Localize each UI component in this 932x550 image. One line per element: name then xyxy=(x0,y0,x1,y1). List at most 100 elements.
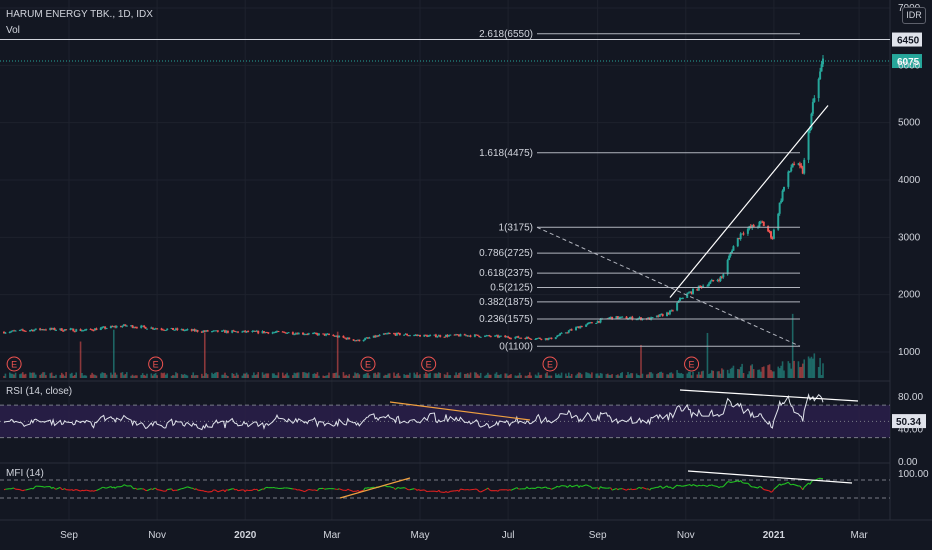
mfi-segment xyxy=(314,489,317,491)
mfi-segment xyxy=(701,484,704,487)
volume-bar xyxy=(495,372,498,378)
volume-bar xyxy=(205,373,208,378)
volume-bar xyxy=(699,374,702,378)
pane-dividers xyxy=(0,0,932,521)
mfi-segment xyxy=(25,488,31,491)
volume-bar xyxy=(524,375,527,378)
volume-bar xyxy=(196,375,199,378)
candle xyxy=(109,326,112,329)
candle xyxy=(469,335,472,337)
mfi-segment xyxy=(308,488,314,491)
candle xyxy=(397,332,400,334)
candle xyxy=(257,330,260,334)
volume-bar xyxy=(166,373,169,378)
volume-bar xyxy=(549,375,551,378)
candle xyxy=(11,330,14,332)
candle xyxy=(186,329,189,331)
volume-bar xyxy=(819,357,821,378)
trendline-drawings[interactable]: 6450 6075 xyxy=(0,32,922,298)
mfi-segment xyxy=(399,487,405,489)
candle xyxy=(226,330,229,333)
candle xyxy=(741,233,744,235)
time-tick-label: May xyxy=(411,530,430,541)
volume-bar xyxy=(318,375,320,378)
volume-bar xyxy=(752,369,755,378)
fib-level-label: 0.5(2125) xyxy=(490,283,533,294)
mfi-segment xyxy=(445,491,448,493)
candle xyxy=(476,334,479,336)
volume-bar xyxy=(409,372,411,378)
mfi-segment xyxy=(515,487,518,489)
mfi-segment xyxy=(416,489,419,491)
candle xyxy=(222,330,225,332)
volume-bar xyxy=(485,374,488,378)
candle xyxy=(141,325,144,327)
candle xyxy=(455,334,458,336)
volume-bar xyxy=(30,372,33,378)
volume-bar xyxy=(202,375,205,378)
mfi-segment xyxy=(172,489,175,492)
mfi-segment xyxy=(185,486,188,488)
fibonacci-retracement[interactable]: 0(1100) 0.236(1575) 0.382(1875) 0.5(2125) 0.… xyxy=(479,29,801,352)
volume-bar xyxy=(302,372,304,378)
mfi-segment xyxy=(205,490,208,493)
volume-bar xyxy=(214,372,216,378)
candle xyxy=(707,283,710,286)
volume-bar xyxy=(741,363,743,378)
volume-bar xyxy=(89,374,92,378)
volume-bar xyxy=(34,374,37,378)
mfi-segment xyxy=(771,489,775,492)
volume-bar xyxy=(738,369,741,378)
candle xyxy=(423,334,426,337)
candle xyxy=(265,332,268,334)
candle xyxy=(104,326,107,329)
candle xyxy=(374,335,377,338)
fib-diagonal xyxy=(536,226,801,347)
candle xyxy=(793,163,796,165)
candle xyxy=(668,310,671,315)
candle xyxy=(69,328,72,330)
mfi-segment xyxy=(112,486,115,489)
volume-bar xyxy=(445,374,447,378)
candle xyxy=(731,250,733,253)
volume-bar xyxy=(123,375,125,378)
volume-bar xyxy=(180,374,183,378)
currency-badge[interactable]: IDR xyxy=(902,7,926,24)
candle xyxy=(232,330,235,332)
volume-bar xyxy=(186,375,189,378)
candle xyxy=(306,334,309,336)
candle xyxy=(44,329,47,331)
volume-bar xyxy=(761,367,764,378)
volume-bar xyxy=(708,374,710,378)
volume-bar xyxy=(172,375,174,378)
earnings-marker-label: E xyxy=(689,360,695,370)
volume-bar xyxy=(255,374,258,378)
mfi-segment xyxy=(636,487,639,490)
volume-bar xyxy=(800,366,803,378)
candle xyxy=(537,337,540,339)
mfi-segment xyxy=(86,489,91,492)
time-tick-label: Sep xyxy=(589,530,607,541)
candle xyxy=(598,321,601,323)
candle xyxy=(580,326,583,328)
mfi-segment xyxy=(93,490,96,492)
time-axis[interactable]: Sep Nov 2020 Mar May Jul Sep Nov 2021 Mar xyxy=(60,530,868,541)
volume-bar xyxy=(358,374,361,378)
candle xyxy=(151,327,154,330)
volume-bar xyxy=(526,375,528,378)
volume-bar xyxy=(751,364,754,378)
volume-bar xyxy=(627,371,629,378)
volume-bar xyxy=(569,375,572,378)
mfi-segment xyxy=(549,488,552,490)
mfi-segment xyxy=(233,488,236,491)
mfi-segment xyxy=(171,488,174,492)
candle xyxy=(382,333,385,335)
volume-bar xyxy=(253,372,255,378)
volume-bar xyxy=(397,372,400,378)
candle xyxy=(619,316,622,318)
mfi-segment xyxy=(237,489,243,492)
candle xyxy=(101,327,104,329)
candle xyxy=(686,293,689,298)
candle xyxy=(85,328,88,330)
